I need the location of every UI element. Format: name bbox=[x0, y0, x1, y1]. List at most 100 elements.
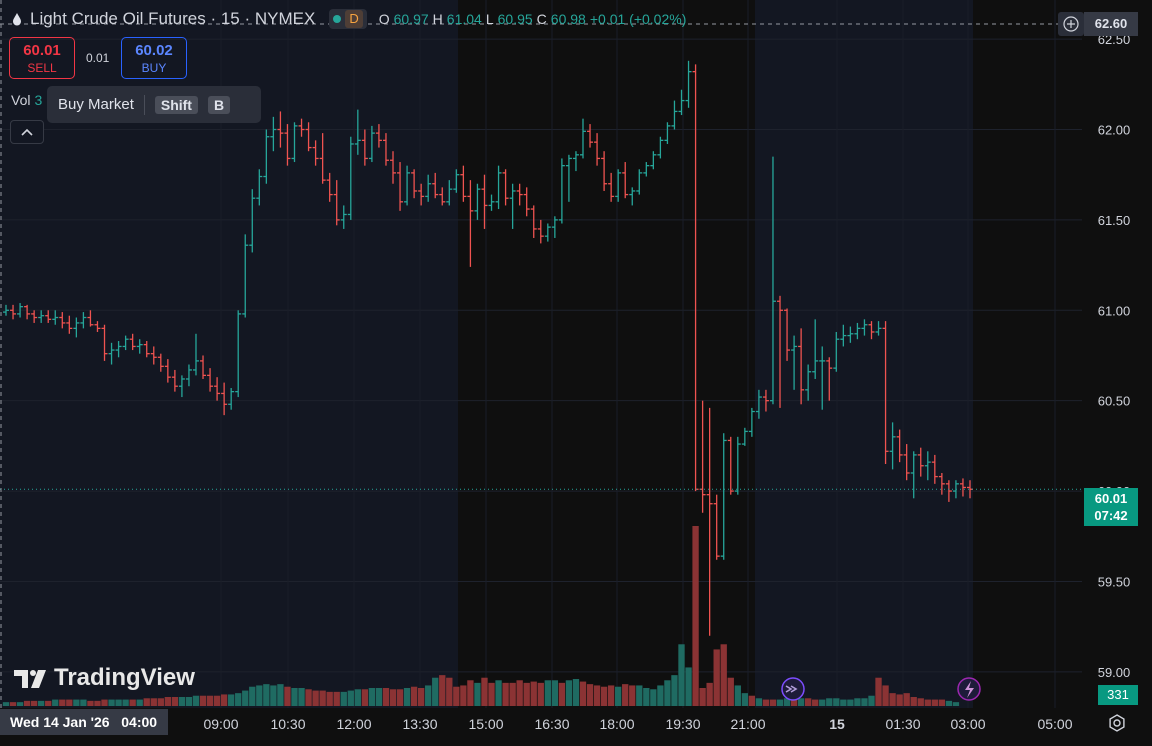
volume-bar bbox=[692, 526, 699, 706]
volume-bar bbox=[16, 702, 24, 706]
sell-button[interactable]: 60.01 SELL bbox=[9, 37, 75, 79]
collapse-legend-button[interactable] bbox=[10, 120, 44, 144]
volume-bar bbox=[354, 689, 361, 706]
ohlc-bar bbox=[108, 342, 115, 365]
ohlc-bar bbox=[664, 122, 671, 144]
volume-bar bbox=[896, 694, 903, 706]
volume-bar bbox=[467, 680, 474, 706]
crosshair-price-tag: 62.60 bbox=[1084, 12, 1138, 36]
market-open-icon bbox=[333, 15, 342, 23]
volume-bar bbox=[495, 680, 502, 706]
volume-bar bbox=[706, 682, 713, 706]
volume-bar bbox=[636, 685, 643, 706]
ohlc-bar bbox=[66, 315, 73, 334]
reference-lines bbox=[0, 0, 1082, 708]
low-value: 60.95 bbox=[497, 11, 533, 27]
open-value: 60.97 bbox=[393, 11, 429, 27]
ohlc-bar bbox=[200, 355, 207, 379]
volume-bar bbox=[586, 684, 594, 706]
volume-bar bbox=[326, 691, 333, 706]
volume-bar bbox=[854, 698, 861, 706]
oil-drop-icon bbox=[13, 13, 21, 26]
volume-bar bbox=[678, 644, 685, 706]
crosshair-date-tag: Wed 14 Jan '26 04:00 bbox=[0, 709, 168, 735]
event-marker-icon[interactable] bbox=[781, 677, 805, 701]
ohlc-bar bbox=[284, 124, 291, 166]
volume-bar bbox=[713, 649, 720, 706]
volume-bar bbox=[509, 682, 516, 706]
ohlc-bar bbox=[263, 129, 270, 184]
volume-bar bbox=[171, 697, 179, 706]
low-label: L bbox=[485, 11, 494, 27]
volume-bar bbox=[882, 685, 889, 706]
ohlc-bar bbox=[178, 375, 185, 398]
price-axis-bg bbox=[1082, 0, 1152, 746]
close-label: C bbox=[536, 11, 547, 27]
ohlc-bar bbox=[143, 341, 150, 358]
volume-bar bbox=[305, 689, 312, 706]
ohlc-bar bbox=[755, 389, 762, 419]
settings-gear-icon[interactable] bbox=[1107, 713, 1127, 733]
volume-bar bbox=[741, 693, 748, 706]
volume-bar bbox=[108, 699, 115, 706]
ohlc-bar bbox=[235, 310, 242, 398]
volume-bar bbox=[720, 644, 727, 706]
volume-bar bbox=[544, 680, 551, 706]
ohlc-bar bbox=[45, 310, 52, 323]
ohlc-bar bbox=[312, 140, 319, 166]
volume-bar bbox=[220, 694, 228, 706]
ohlc-bar bbox=[509, 183, 516, 229]
volume-bar bbox=[565, 680, 573, 706]
ohlc-bar bbox=[523, 187, 530, 217]
volume-bar bbox=[530, 681, 537, 706]
ohlc-bar bbox=[805, 364, 812, 401]
ohlc-bar bbox=[959, 478, 966, 497]
volume-bar bbox=[396, 689, 404, 706]
change-value: +0.01 (+0.02%) bbox=[589, 11, 687, 27]
volume-bar bbox=[629, 685, 636, 706]
ohlc-bar bbox=[812, 319, 819, 379]
ohlc-bar bbox=[777, 295, 784, 408]
ohlc-bar bbox=[875, 321, 882, 336]
volume-bar bbox=[615, 686, 622, 706]
ohlc-bar bbox=[833, 331, 840, 372]
volume-bar bbox=[143, 698, 150, 706]
ohlc-bar bbox=[544, 223, 551, 242]
volume-bar bbox=[804, 698, 812, 706]
ohlc-bar bbox=[938, 472, 945, 495]
volume-bar bbox=[368, 688, 376, 706]
ohlc-bar bbox=[10, 304, 17, 320]
ohlc-bar bbox=[390, 151, 397, 184]
symbol-title[interactable]: Light Crude Oil Futures · 15 · NYMEX bbox=[30, 9, 316, 28]
ohlc-bar bbox=[185, 364, 192, 387]
ohlc-bar bbox=[171, 369, 178, 392]
price-tick-label: 61.50 bbox=[1098, 213, 1131, 228]
ohlc-bar bbox=[404, 165, 411, 206]
buy-button[interactable]: 60.02 BUY bbox=[121, 37, 187, 79]
high-label: H bbox=[432, 11, 443, 27]
volume-bar bbox=[164, 697, 172, 706]
time-axis[interactable]: 09:00 10:30 12:00 13:30 15:00 16:30 18:00 19:30… bbox=[203, 716, 1072, 732]
volume-bar bbox=[157, 698, 164, 706]
buy-market-tooltip: Buy Market Shift B bbox=[47, 86, 261, 123]
volume-legend[interactable]: Vol 3 bbox=[11, 92, 42, 108]
volume-bar bbox=[453, 686, 460, 706]
time-tick-label: 15:00 bbox=[468, 716, 503, 732]
ohlc-bar bbox=[840, 324, 847, 347]
chevron-up-icon bbox=[21, 128, 33, 136]
ohlc-bar bbox=[643, 162, 650, 177]
ohlc-bar bbox=[382, 133, 389, 166]
market-status[interactable]: D bbox=[329, 9, 367, 29]
flash-marker-icon[interactable] bbox=[957, 677, 981, 701]
open-label: O bbox=[378, 11, 390, 27]
volume-bar bbox=[812, 699, 819, 706]
volume-bar bbox=[600, 686, 608, 706]
volume-bar bbox=[924, 699, 931, 706]
ohlc-bar bbox=[945, 480, 952, 502]
volume-bar bbox=[502, 682, 509, 706]
volume-bar bbox=[769, 699, 777, 706]
add-alert-button[interactable] bbox=[1058, 12, 1084, 36]
volume-bar bbox=[291, 688, 298, 706]
ohlc-bar bbox=[418, 183, 425, 206]
